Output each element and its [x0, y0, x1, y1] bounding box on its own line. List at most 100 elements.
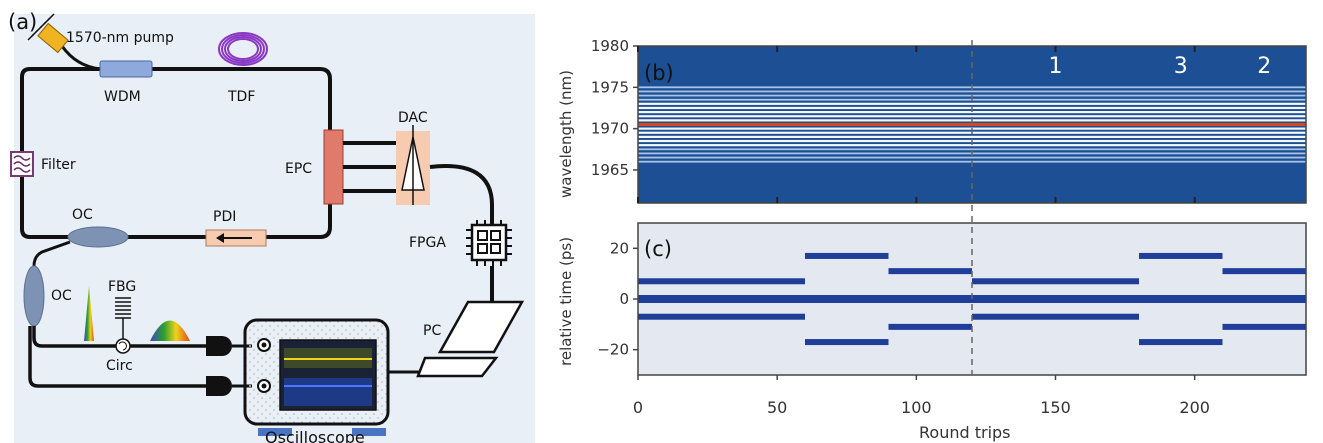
- b-ytick-label: 1965: [591, 161, 629, 179]
- pulse-trace: [972, 295, 1139, 303]
- spectral-band: [1139, 128, 1223, 130]
- spectral-band: [889, 132, 973, 134]
- spectral-band: [1223, 161, 1307, 163]
- pulse-trace: [638, 314, 805, 320]
- spectral-band: [805, 107, 889, 109]
- spectral-band: [638, 136, 805, 138]
- spectral-band: [638, 95, 805, 97]
- spectral-band: [805, 99, 889, 101]
- spectral-band: [972, 153, 1139, 155]
- segment-label: 3: [1174, 54, 1188, 79]
- circ-label: Circ: [106, 358, 133, 374]
- spectral-band: [638, 99, 805, 101]
- pdi-label: PDI: [213, 209, 236, 225]
- spectral-band: [805, 140, 889, 142]
- photodetector-upper: [206, 336, 232, 356]
- panel-b-label: (b): [644, 61, 674, 85]
- spectral-band: [805, 123, 889, 126]
- c-xtick-label: 200: [1179, 398, 1210, 417]
- spectral-band: [1139, 107, 1223, 109]
- spectral-band: [1223, 111, 1307, 113]
- spectral-band: [889, 103, 973, 105]
- pc-label: PC: [423, 323, 441, 339]
- pulse-trace: [972, 278, 1139, 284]
- spectral-band: [805, 144, 889, 146]
- spectral-band: [1223, 136, 1307, 138]
- pump-label: 1570-nm pump: [66, 30, 174, 46]
- spectral-band: [638, 111, 805, 113]
- spectral-band: [972, 161, 1139, 163]
- spectral-band: [972, 119, 1139, 121]
- spectral-band: [638, 91, 805, 93]
- spectral-band: [889, 115, 973, 117]
- spectral-band: [972, 128, 1139, 130]
- spectral-band: [1223, 132, 1307, 134]
- c-ytick-label: −20: [597, 341, 629, 359]
- spectral-band: [972, 140, 1139, 142]
- spectral-band: [972, 144, 1139, 146]
- spectral-band: [972, 132, 1139, 134]
- spectral-band: [1223, 144, 1307, 146]
- spectral-band: [1139, 161, 1223, 163]
- temporal-heatmap-panel: (c) 200−200 50 100 150 200 relative time (ps…: [557, 223, 1306, 442]
- spectral-band: [805, 86, 889, 88]
- spectral-band: [1139, 91, 1223, 93]
- spectral-band: [805, 115, 889, 117]
- spectral-band: [1223, 119, 1307, 121]
- b-ytick-label: 1970: [591, 120, 629, 138]
- spectral-band: [1223, 91, 1307, 93]
- spectral-band: [972, 136, 1139, 138]
- spectral-band: [972, 99, 1139, 101]
- c-xtick-label: 0: [633, 398, 643, 417]
- spectral-band: [1223, 123, 1307, 126]
- pulse-trace: [1139, 253, 1223, 259]
- dac-label: DAC: [398, 110, 428, 126]
- spectral-band: [1223, 148, 1307, 150]
- spectral-band: [1223, 95, 1307, 97]
- spectral-band: [638, 132, 805, 134]
- spectral-band: [972, 91, 1139, 93]
- spectral-band: [638, 128, 805, 130]
- spectral-band: [1139, 144, 1223, 146]
- spectral-band: [1223, 153, 1307, 155]
- setup-diagram: (a) 1570-nm pump WDM TDF: [8, 10, 535, 443]
- spectral-band: [889, 119, 973, 121]
- spectral-band: [1223, 128, 1307, 130]
- c-xtick-label: 100: [901, 398, 932, 417]
- spectral-band: [805, 111, 889, 113]
- panel-a-label: (a): [8, 10, 37, 34]
- oc-left-label: OC: [51, 288, 72, 304]
- spectral-band: [1139, 111, 1223, 113]
- panel-c-label: (c): [644, 237, 672, 261]
- spectral-heatmap-panel: (b) 132 1980197519701965 wavelength (nm): [557, 37, 1306, 203]
- pulse-trace: [1223, 324, 1307, 330]
- spectral-band: [638, 123, 805, 126]
- spectral-band: [1139, 86, 1223, 88]
- spectral-band: [805, 161, 889, 163]
- segment-label: 1: [1049, 54, 1063, 79]
- pulse-trace: [1139, 295, 1223, 303]
- pulse-trace: [1223, 268, 1307, 274]
- spectral-band: [1223, 115, 1307, 117]
- fbg-label: FBG: [108, 279, 136, 295]
- spectral-band: [1139, 132, 1223, 134]
- oscilloscope-icon: [245, 320, 388, 436]
- filter-icon: [11, 152, 33, 176]
- oscilloscope-label: Oscilloscope: [265, 428, 365, 443]
- oc-top-label: OC: [72, 207, 93, 223]
- spectral-band: [805, 95, 889, 97]
- c-xtick-label: 150: [1040, 398, 1071, 417]
- spectral-band: [972, 95, 1139, 97]
- epc-controller: [324, 130, 343, 204]
- spectral-band: [1223, 157, 1307, 159]
- spectral-band: [1223, 99, 1307, 101]
- spectral-band: [1223, 103, 1307, 105]
- wdm-label: WDM: [104, 89, 141, 105]
- b-ylabel: wavelength (nm): [557, 70, 575, 198]
- pulse-trace: [805, 253, 889, 259]
- spectral-band: [638, 86, 805, 88]
- tdf-label: TDF: [227, 89, 255, 105]
- fpga-chip: [466, 220, 512, 266]
- pulse-trace: [1223, 295, 1307, 303]
